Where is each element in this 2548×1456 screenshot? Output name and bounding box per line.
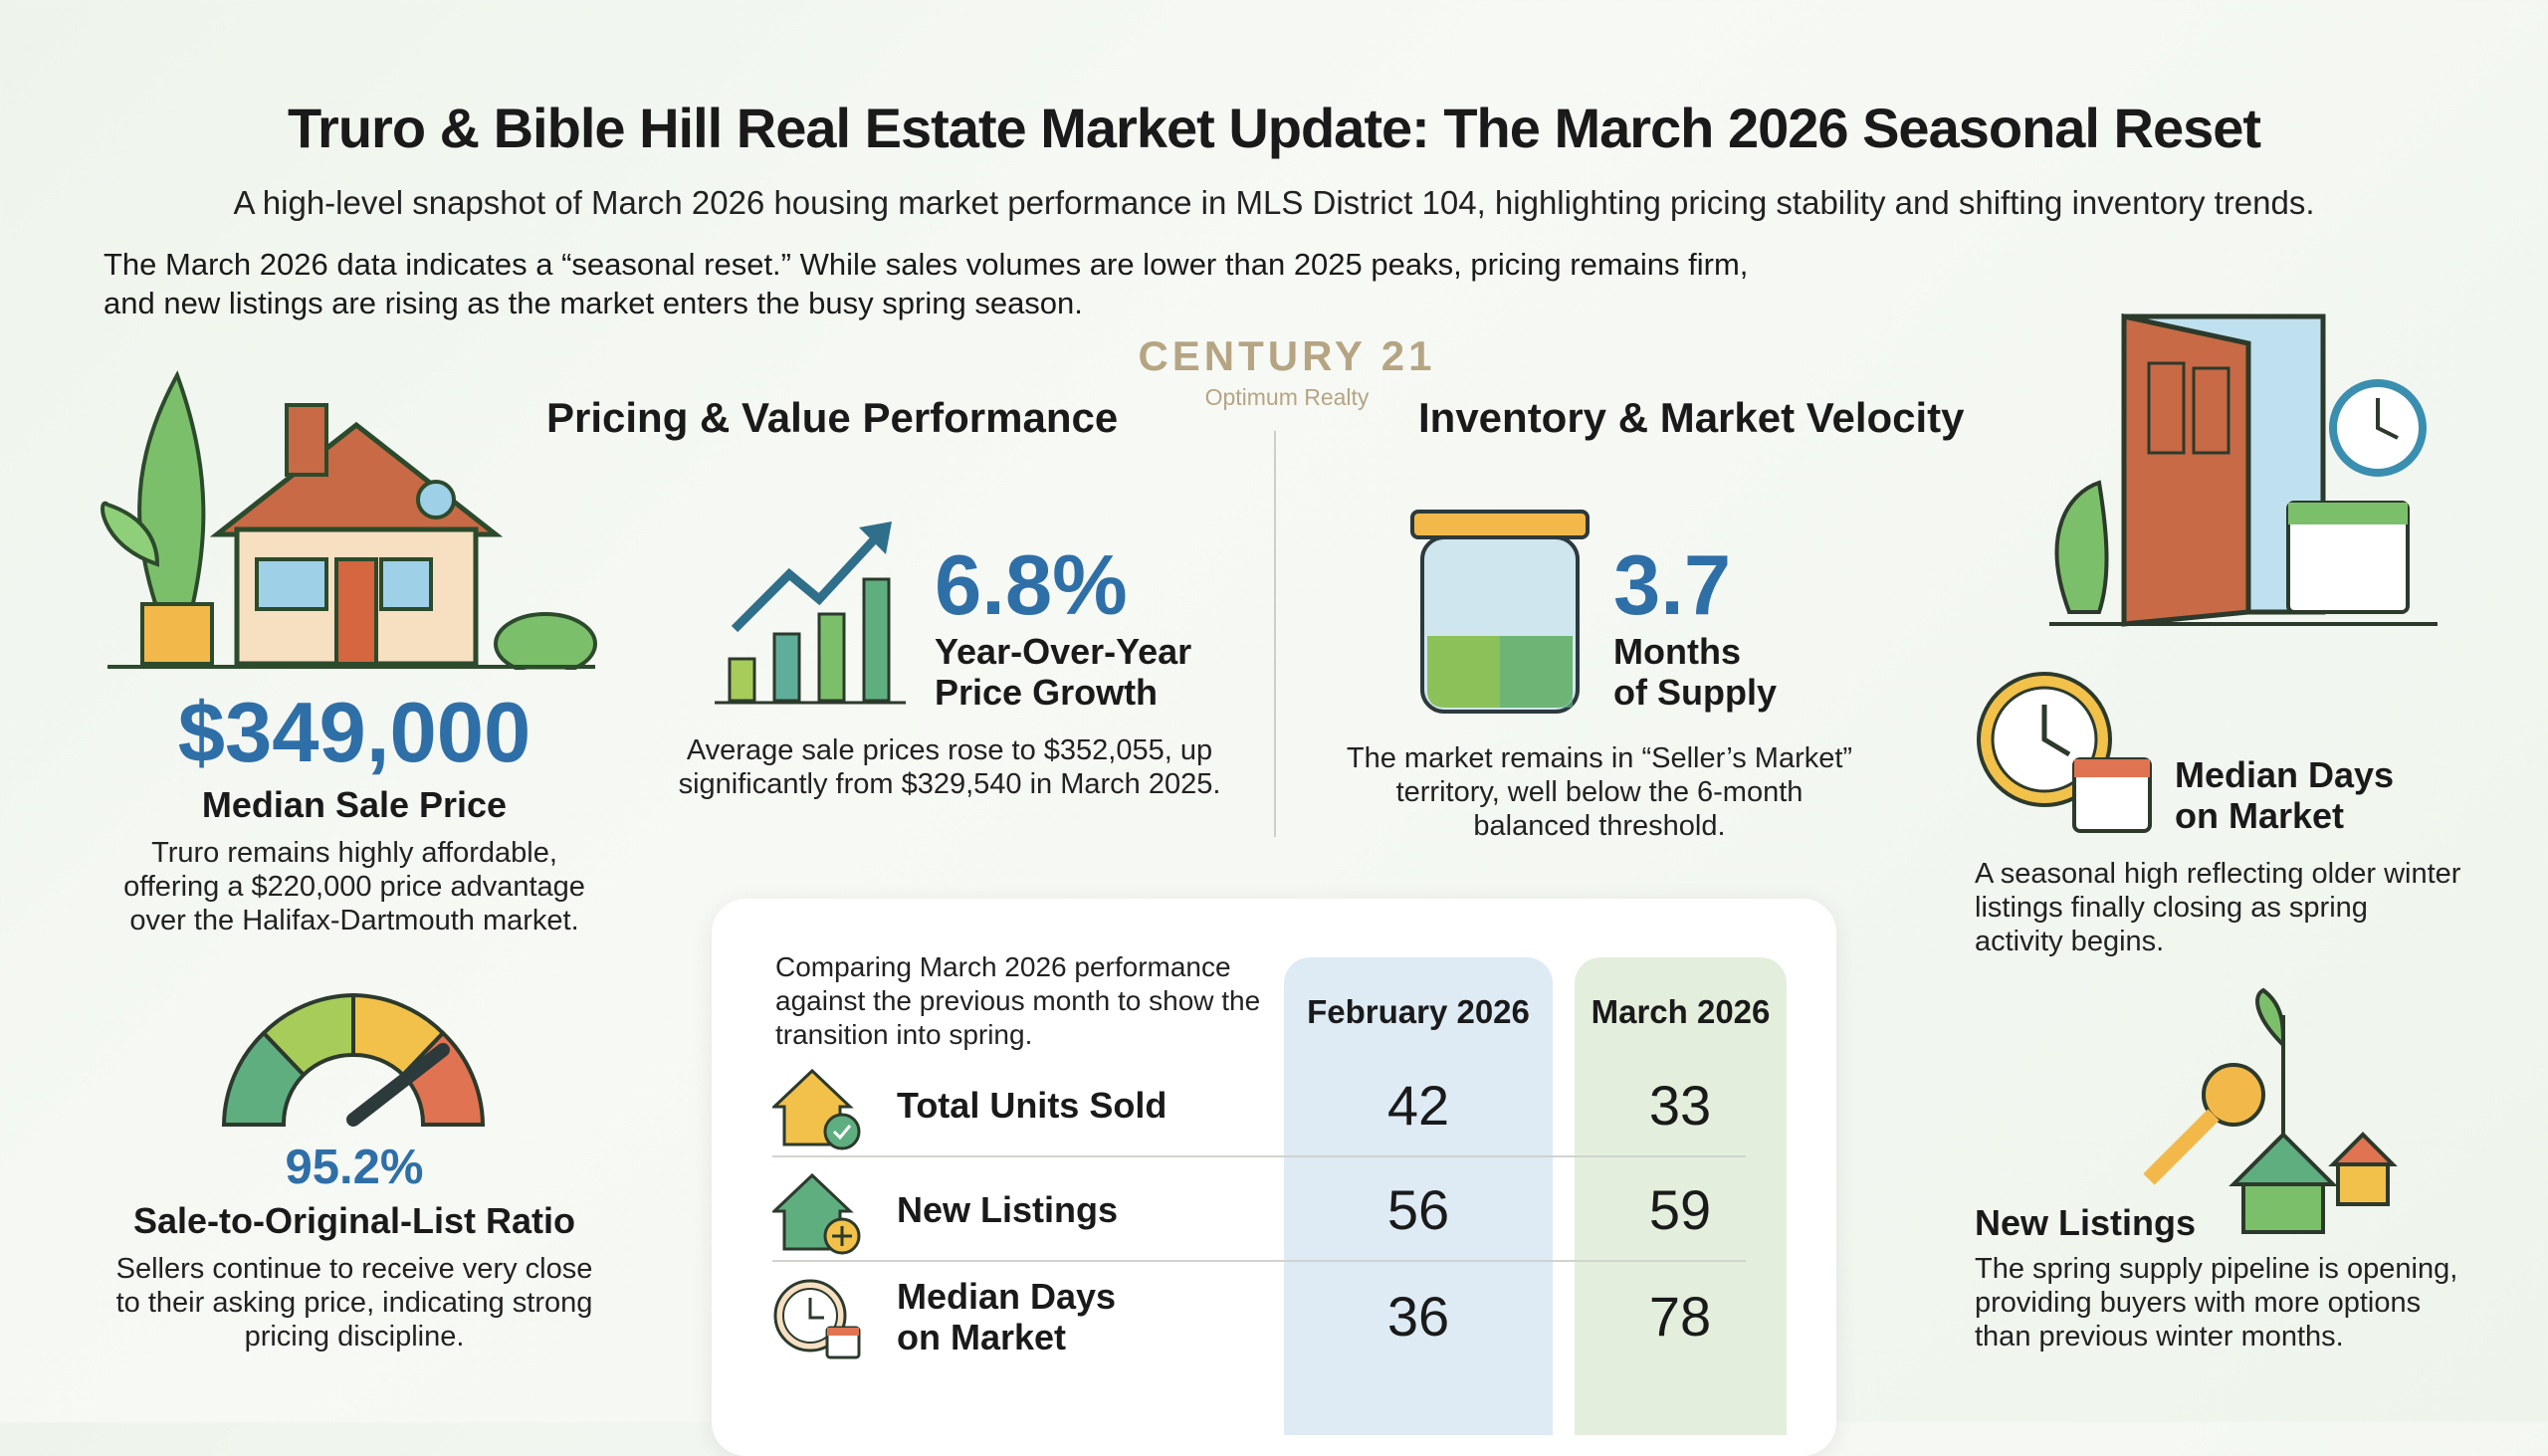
house-check-icon xyxy=(772,1068,861,1150)
desc-line: offering a $220,000 price advantage xyxy=(123,871,585,903)
intro-text: The March 2026 data indicates a “seasona… xyxy=(104,245,1895,322)
key-house-icon xyxy=(2143,987,2398,1234)
dom-desc: A seasonal high reflecting older winter l… xyxy=(1975,857,2532,958)
yoy-label-line: Year-Over-Year xyxy=(935,631,1192,672)
page-title: Truro & Bible Hill Real Estate Market Up… xyxy=(287,97,2261,159)
growth-chart-icon xyxy=(715,521,906,705)
clock-calendar-icon xyxy=(1977,672,2152,833)
desc-line: listings finally closing as spring xyxy=(1975,892,2368,924)
february-column xyxy=(1284,957,1553,1435)
row-divider xyxy=(772,1260,1746,1262)
column-header-february: February 2026 xyxy=(1307,993,1530,1030)
dom-label-line: on Market xyxy=(2175,795,2345,836)
desc-line: territory, well below the 6-month xyxy=(1395,776,1804,808)
row-label-new-listings: New Listings xyxy=(897,1189,1119,1230)
desc-line: balanced threshold. xyxy=(1473,810,1726,842)
intro-line: Comparing March 2026 performance xyxy=(775,951,1231,982)
house-plus-icon xyxy=(772,1172,861,1255)
desc-line: Sellers continue to receive very close xyxy=(115,1253,593,1285)
ratio-label: Sale-to-Original-List Ratio xyxy=(132,1200,576,1241)
median-price-label: Median Sale Price xyxy=(201,784,508,825)
ratio-desc: Sellers continue to receive very close to… xyxy=(60,1252,649,1353)
open-door-icon xyxy=(2049,313,2438,627)
desc-line: pricing discipline. xyxy=(244,1321,465,1352)
median-price-value: $349,000 xyxy=(177,686,531,780)
section-inventory-heading: Inventory & Market Velocity xyxy=(1418,394,1965,441)
desc-line: Truro remains highly affordable, xyxy=(151,837,557,869)
dom-label-line: Median Days xyxy=(2175,754,2395,795)
desc-line: The market remains in “Seller’s Market” xyxy=(1346,742,1853,774)
century21-logo: CENTURY 21 xyxy=(1138,332,1436,379)
row-label-median-dom: Median Days on Market xyxy=(897,1276,1116,1357)
desc-line: activity begins. xyxy=(1975,926,2165,957)
units-sold-february: 42 xyxy=(1386,1074,1450,1137)
row-label-line: on Market xyxy=(897,1317,1067,1357)
row-label-line: Median Days xyxy=(897,1276,1117,1317)
listings-desc: The spring supply pipeline is opening, pr… xyxy=(1975,1252,2532,1353)
intro-line: transition into spring. xyxy=(775,1019,1033,1050)
column-header-march: March 2026 xyxy=(1591,993,1771,1030)
section-divider xyxy=(1274,431,1276,837)
listings-label: New Listings xyxy=(1975,1202,2197,1243)
row-divider xyxy=(772,1155,1746,1157)
page-subtitle: A high-level snapshot of March 2026 hous… xyxy=(233,184,2315,221)
yoy-label-line: Price Growth xyxy=(935,672,1159,713)
desc-line: to their asking price, indicating strong xyxy=(115,1287,593,1319)
supply-jar-icon xyxy=(1410,510,1590,714)
intro-line: and new listings are rising as the marke… xyxy=(104,286,1083,320)
supply-desc: The market remains in “Seller’s Market” t… xyxy=(1301,741,1898,843)
section-pricing-heading: Pricing & Value Performance xyxy=(546,394,1119,441)
table-intro: Comparing March 2026 performance against … xyxy=(775,950,1260,1052)
median-dom-february: 36 xyxy=(1386,1285,1450,1348)
desc-line: than previous winter months. xyxy=(1975,1321,2344,1352)
office-name: Optimum Realty xyxy=(1204,384,1370,410)
yoy-label: Year-Over-Year Price Growth xyxy=(935,631,1191,713)
intro-line: against the previous month to show the xyxy=(775,985,1261,1016)
clock-calendar-icon xyxy=(773,1279,861,1359)
supply-label-line: Months xyxy=(1613,631,1741,672)
desc-line: over the Halifax-Dartmouth market. xyxy=(129,905,579,936)
new-listings-february: 56 xyxy=(1386,1178,1450,1241)
supply-value: 3.7 xyxy=(1613,538,1732,633)
supply-label-line: of Supply xyxy=(1613,672,1777,713)
new-listings-march: 59 xyxy=(1648,1178,1712,1241)
march-column xyxy=(1575,957,1787,1435)
row-label-units-sold: Total Units Sold xyxy=(897,1085,1168,1126)
median-price-desc: Truro remains highly affordable, offering… xyxy=(60,836,649,937)
desc-line: Average sale prices rose to $352,055, up xyxy=(686,734,1213,766)
house-illustration-icon xyxy=(101,370,597,670)
units-sold-march: 33 xyxy=(1648,1074,1712,1137)
yoy-desc: Average sale prices rose to $352,055, up… xyxy=(651,733,1248,801)
median-dom-march: 78 xyxy=(1648,1285,1712,1348)
yoy-value: 6.8% xyxy=(935,538,1128,633)
desc-line: The spring supply pipeline is opening, xyxy=(1975,1253,2458,1285)
desc-line: significantly from $329,540 in March 202… xyxy=(678,768,1221,800)
dom-label: Median Days on Market xyxy=(2175,754,2394,836)
desc-line: A seasonal high reflecting older winter xyxy=(1975,858,2461,890)
intro-line: The March 2026 data indicates a “seasona… xyxy=(104,247,1749,282)
ratio-value: 95.2% xyxy=(285,1141,424,1194)
desc-line: providing buyers with more options xyxy=(1975,1287,2422,1319)
supply-label: Months of Supply xyxy=(1613,631,1777,713)
gauge-icon xyxy=(221,992,486,1127)
